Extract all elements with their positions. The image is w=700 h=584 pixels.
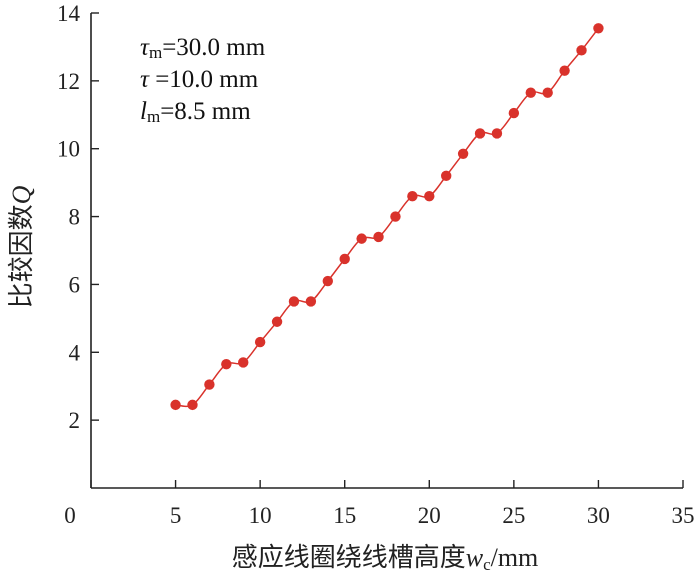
x-tick-label: 15 (333, 503, 356, 528)
annotation-text: =10.0 mm (149, 66, 259, 93)
data-point (576, 45, 587, 56)
x-axis-title-var: w (466, 543, 484, 572)
x-tick-label: 25 (502, 503, 525, 528)
ticks: 5 10 15 20 25 30 35 2 4 6 8 10 12 14 0 (57, 1, 695, 528)
y-tick-label: 10 (57, 137, 80, 162)
data-point (491, 128, 503, 139)
data-point (424, 191, 435, 202)
data-point (238, 357, 249, 368)
y-axis-title-main: 比较因数 (7, 204, 36, 308)
x-axis-title-main: 感应线圈绕线槽高度 (232, 543, 466, 572)
data-point (322, 275, 333, 287)
data-point (373, 231, 384, 243)
origin-label: 0 (64, 503, 76, 528)
data-point (407, 191, 418, 202)
x-tick-label: 20 (418, 503, 441, 528)
y-tick-label: 14 (57, 1, 81, 26)
data-point (170, 399, 181, 411)
annotation-tau: τ =10.0 mm (140, 66, 259, 93)
annotation-block: τm=30.0 mm τ =10.0 mm lm=8.5 mm (140, 34, 266, 126)
data-point (593, 23, 604, 34)
x-tick-label: 5 (170, 503, 182, 528)
data-point (474, 128, 486, 139)
x-tick-label: 30 (587, 503, 610, 528)
annotation-sub: m (147, 107, 160, 126)
data-point (187, 399, 198, 411)
annotation-var: τ (140, 34, 150, 61)
y-axis-title: 比较因数Q (7, 185, 36, 308)
data-point (204, 379, 215, 390)
axes (90, 13, 683, 489)
x-axis-title-unit: /mm (491, 543, 539, 572)
annotation-text: =8.5 mm (160, 98, 251, 125)
y-axis-title-var: Q (7, 185, 36, 204)
data-point (390, 211, 401, 222)
data-point (441, 170, 452, 182)
annotation-lm: lm=8.5 mm (140, 98, 251, 126)
data-point (254, 336, 266, 348)
data-point (356, 233, 367, 244)
y-tick-label: 8 (69, 205, 81, 230)
data-point (305, 296, 317, 307)
y-tick-label: 12 (57, 69, 80, 94)
annotation-sub: m (149, 43, 162, 62)
annotation-text: =30.0 mm (162, 34, 266, 61)
annotation-var: l (140, 98, 147, 125)
data-point (559, 65, 570, 76)
data-point (508, 107, 520, 119)
data-point (525, 87, 536, 98)
x-axis-title-sub: c (483, 555, 491, 574)
annotation-var: τ (140, 66, 150, 93)
data-point (288, 296, 300, 307)
data-point (271, 316, 283, 327)
annotation-tau-m: τm=30.0 mm (140, 34, 266, 62)
data-point (542, 87, 553, 98)
y-tick-label: 2 (69, 408, 81, 433)
x-tick-label: 10 (249, 503, 272, 528)
y-tick-label: 6 (69, 272, 81, 297)
x-axis-title: 感应线圈绕线槽高度wc/mm (232, 543, 539, 574)
data-point (221, 358, 232, 370)
y-tick-label: 4 (69, 340, 81, 365)
series-layer (170, 23, 604, 411)
data-point (457, 148, 469, 160)
data-point (339, 253, 350, 265)
x-tick-label: 35 (672, 503, 695, 528)
